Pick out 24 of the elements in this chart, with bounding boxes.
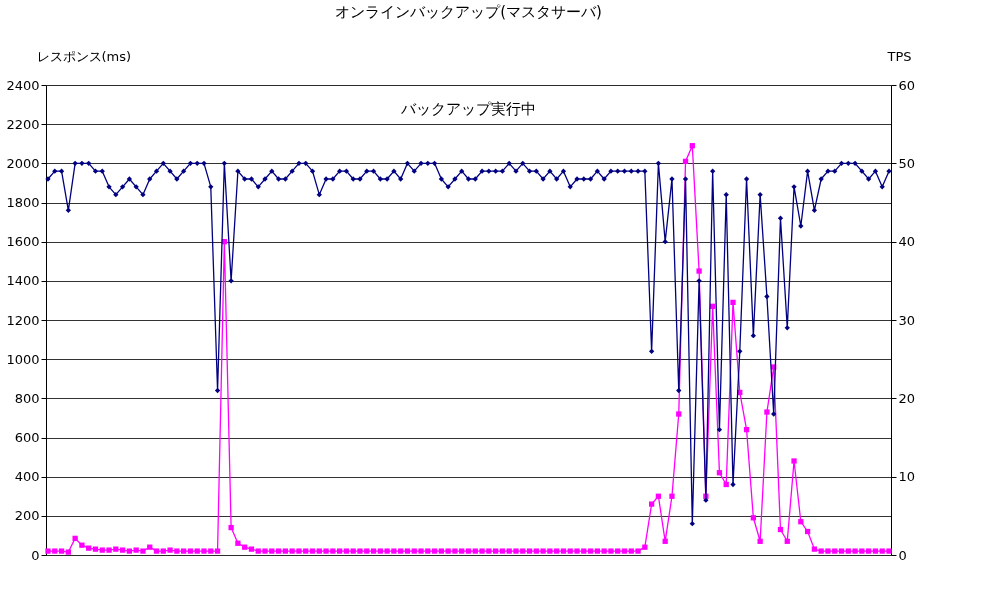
y-tick-label: 1000 [6,351,40,367]
y-tick-label: 2000 [6,155,40,171]
y2-tick-label: 20 [898,390,916,406]
y2-tick-label: 30 [898,312,916,328]
y-tick-label: 1600 [6,234,40,250]
y-tick-label: 1200 [6,312,40,328]
y-tick-label: 0 [31,547,40,563]
y2-tick-label: 10 [898,469,916,485]
y-tick-label: 800 [14,390,40,406]
y-tick-label: 2400 [6,77,40,93]
y-tick-label: 1800 [6,195,40,210]
y-tick-label: 200 [14,508,40,524]
y2-axis-title: TPS [886,48,912,64]
y2-tick-label: 40 [898,234,916,250]
y-tick-label: 400 [14,469,40,485]
y-tick-label: 2200 [6,116,40,132]
annotation: バックアップ実行中 [400,100,536,118]
y-tick-label: 1400 [6,273,40,289]
chart-title: オンラインバックアップ(マスタサーバ) [335,3,602,21]
y-tick-label: 600 [14,430,40,445]
y2-tick-label: 0 [898,547,907,563]
y-axis-title: レスポンス(ms) [36,48,132,64]
y2-tick-label: 50 [898,155,916,171]
y2-tick-label: 60 [898,77,916,93]
